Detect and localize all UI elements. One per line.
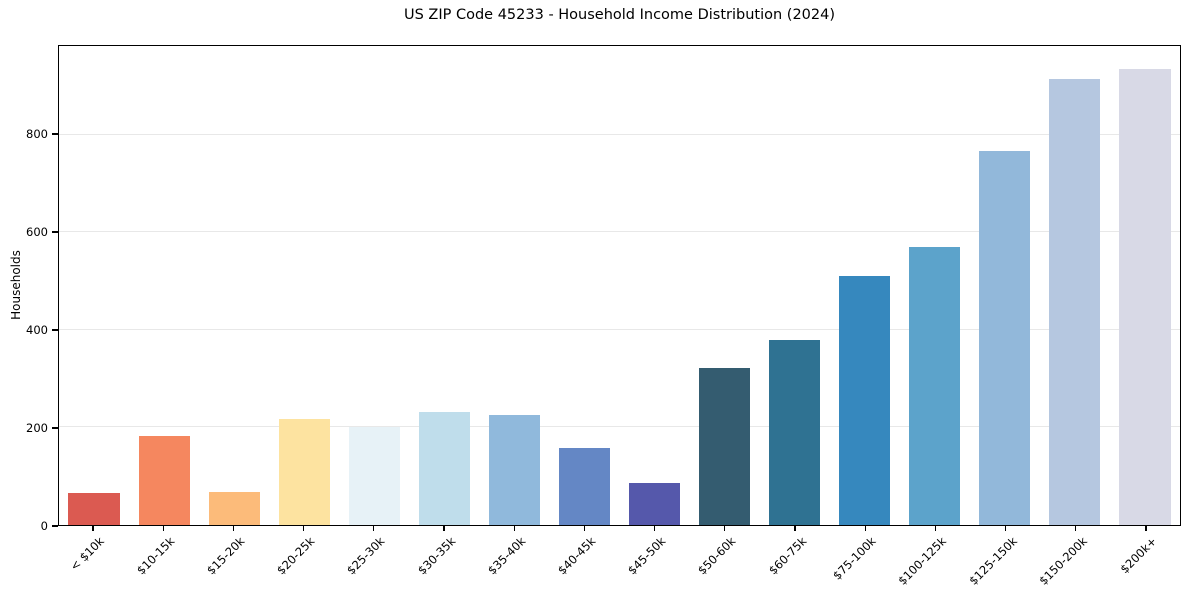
x-tick-mark [583, 526, 586, 531]
gridline [59, 133, 1180, 135]
y-tick-mark [52, 231, 58, 233]
x-tick-mark [373, 526, 375, 531]
bar-slot [59, 46, 129, 525]
x-tick-mark [92, 526, 94, 531]
x-tick-mark [794, 526, 796, 531]
y-axis-label: Households [9, 250, 23, 320]
bars-container [59, 46, 1180, 525]
bar-$45-50k [628, 482, 681, 525]
plot-area [58, 45, 1181, 526]
x-tick-mark [1145, 526, 1147, 531]
x-tick-mark [653, 526, 656, 531]
y-tick-label: 800 [26, 127, 48, 142]
x-tick-label-text: $40-45k [554, 534, 599, 578]
x-tick-label-text: $15-20k [203, 534, 248, 578]
bar-$150-200k [1049, 79, 1101, 525]
bar-$35-40k [488, 414, 540, 525]
bar-$25-30k [348, 427, 400, 525]
gridline [59, 328, 1180, 330]
x-tick-label-text: < $10k [67, 534, 107, 574]
bar-slot [760, 46, 830, 525]
y-tick-mark [52, 133, 58, 135]
x-tick-label-text: $125-150k [965, 534, 1020, 588]
x-tick-label-text: $10-15k [133, 534, 178, 578]
x-tick-mark [1004, 526, 1007, 531]
bar-$60-75k [769, 340, 821, 525]
x-tick-mark [513, 526, 515, 531]
bar-< $10k [68, 493, 120, 525]
bar-slot [479, 46, 549, 525]
bar-$20-25k [278, 418, 330, 525]
bar-slot [970, 46, 1040, 525]
bar-slot [620, 46, 690, 525]
x-tick-label-text: $100-125k [895, 534, 950, 588]
x-tick-mark [864, 526, 866, 531]
y-tick-label: 200 [26, 421, 48, 436]
x-tick-label-text: $30-35k [414, 534, 458, 578]
gridline [59, 231, 1180, 233]
bar-slot [199, 46, 269, 525]
bar-slot [269, 46, 339, 525]
x-tick-mark [934, 526, 936, 531]
bar-slot [129, 46, 199, 525]
x-tick-mark [724, 526, 726, 531]
bar-slot [1040, 46, 1110, 525]
x-tick-label-text: $25-30k [344, 534, 388, 578]
y-tick-label: 600 [26, 225, 48, 240]
bar-$200k+ [1119, 68, 1171, 525]
y-tick-label: 400 [26, 323, 48, 338]
y-tick-mark [52, 525, 58, 527]
x-tick-mark [303, 526, 305, 531]
x-tick-label-text: $50-60k [695, 534, 739, 578]
bar-slot [549, 46, 619, 525]
bar-slot [690, 46, 760, 525]
bar-$40-45k [558, 447, 611, 525]
bar-slot [900, 46, 970, 525]
bar-$125-150k [979, 150, 1031, 525]
x-tick-mark [162, 526, 164, 531]
bar-$75-100k [839, 275, 891, 525]
chart-title: US ZIP Code 45233 - Household Income Dis… [403, 7, 836, 23]
gridline [59, 426, 1180, 428]
x-tick-label-text: $150-200k [1035, 534, 1090, 588]
bar-slot [339, 46, 409, 525]
bar-slot [409, 46, 479, 525]
x-tick-label-text: $200k+ [1117, 534, 1160, 577]
bar-$50-60k [699, 367, 751, 525]
y-tick-label: 0 [40, 519, 48, 533]
bar-$100-125k [909, 247, 961, 525]
y-tick-mark [52, 427, 58, 429]
bar-slot [1110, 46, 1180, 525]
x-tick-label-text: $60-75k [765, 534, 809, 578]
bar-$30-35k [418, 411, 470, 525]
x-tick-label-text: $45-50k [625, 534, 669, 578]
x-tick-mark [232, 526, 235, 531]
bar-$15-20k [208, 491, 260, 525]
x-tick-label-text: $75-100k [830, 534, 880, 583]
x-tick-label-text: $35-40k [484, 534, 529, 578]
y-tick-mark [52, 329, 58, 331]
bar-$10-15k [138, 435, 190, 525]
x-tick-label-text: $20-25k [274, 534, 318, 578]
x-tick-mark [443, 526, 445, 531]
bar-slot [830, 46, 900, 525]
x-tick-mark [1075, 526, 1077, 531]
